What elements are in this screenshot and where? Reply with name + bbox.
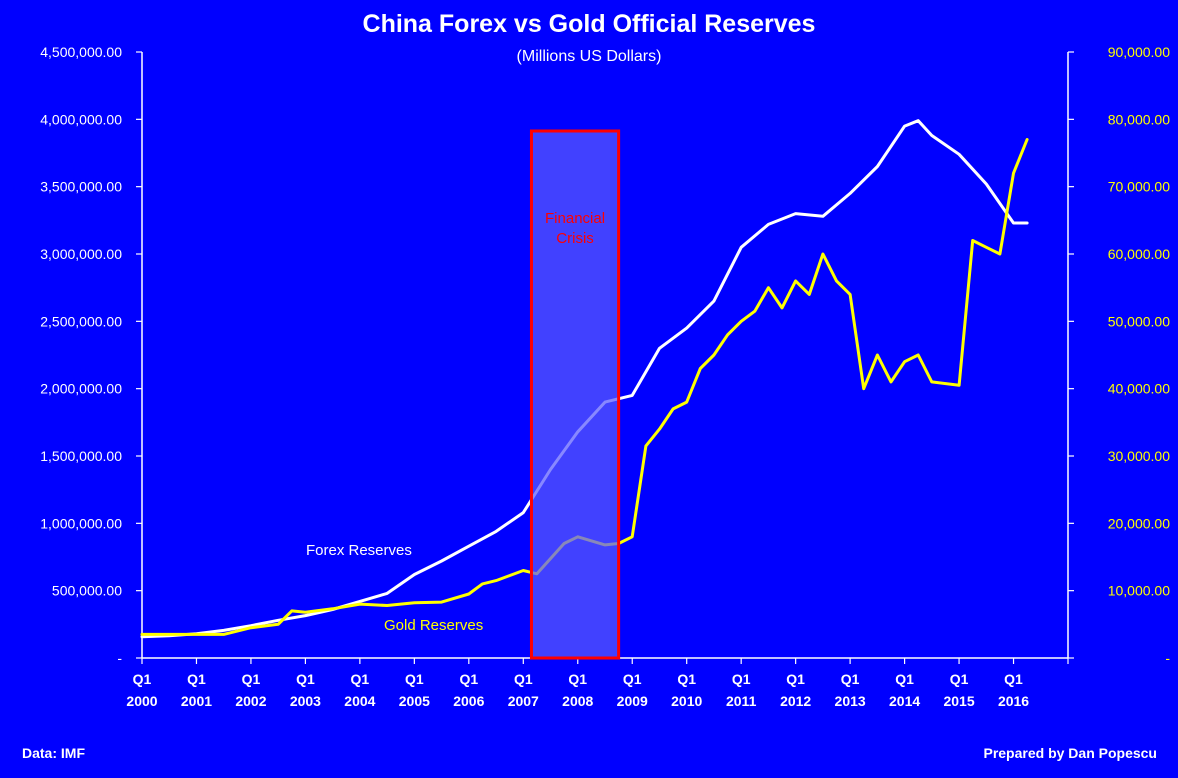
right-y-tick-label: 60,000.00 <box>1108 246 1170 262</box>
left-y-tick-label: 1,500,000.00 <box>40 448 122 464</box>
x-tick-label-year: 2014 <box>889 693 920 709</box>
x-tick-label-year: 2013 <box>835 693 866 709</box>
x-tick-label-quarter: Q1 <box>133 671 152 687</box>
x-tick-label-year: 2006 <box>453 693 484 709</box>
x-tick-label-year: 2002 <box>235 693 266 709</box>
chart-subtitle: (Millions US Dollars) <box>517 48 662 65</box>
x-tick-label-year: 2010 <box>671 693 702 709</box>
financial-crisis-label: Crisis <box>556 230 594 247</box>
x-tick-label-year: 2003 <box>290 693 321 709</box>
x-tick-label-quarter: Q1 <box>623 671 642 687</box>
left-y-tick-label: 2,000,000.00 <box>40 381 122 397</box>
x-tick-label-year: 2011 <box>726 693 757 709</box>
series-labels: Forex Reserves Gold Reserves <box>306 542 483 634</box>
gold-reserves-line <box>140 138 1029 636</box>
x-tick-label-quarter: Q1 <box>1004 671 1023 687</box>
right-y-tick-label: 10,000.00 <box>1108 583 1170 599</box>
left-y-tick-label: 500,000.00 <box>52 583 122 599</box>
right-y-tick-label: 20,000.00 <box>1108 515 1170 531</box>
left-y-tick-label: - <box>117 650 122 666</box>
x-tick-label-quarter: Q1 <box>677 671 696 687</box>
data-source: Data: IMF <box>22 745 85 761</box>
right-y-tick-label: 50,000.00 <box>1108 313 1170 329</box>
x-tick-label-year: 2015 <box>943 693 974 709</box>
right-y-tick-label: 40,000.00 <box>1108 381 1170 397</box>
right-y-tick-label: 70,000.00 <box>1108 179 1170 195</box>
forex-reserves-label: Forex Reserves <box>306 542 412 559</box>
x-tick-label-quarter: Q1 <box>405 671 424 687</box>
axes: - 500,000.00 1,000,000.00 1,500,000.00 2,000… <box>40 44 1170 709</box>
right-y-tick-label: 90,000.00 <box>1108 44 1170 60</box>
x-tick-label-quarter: Q1 <box>786 671 805 687</box>
x-tick-label-year: 2004 <box>344 693 375 709</box>
x-tick-label-quarter: Q1 <box>351 671 370 687</box>
x-tick-label-quarter: Q1 <box>459 671 478 687</box>
left-y-tick-label: 4,500,000.00 <box>40 44 122 60</box>
x-tick-label-quarter: Q1 <box>895 671 914 687</box>
x-tick-label-year: 2001 <box>181 693 212 709</box>
x-tick-label-year: 2008 <box>562 693 593 709</box>
right-y-tick-label: 30,000.00 <box>1108 448 1170 464</box>
left-y-tick-label: 2,500,000.00 <box>40 313 122 329</box>
financial-crisis-label: Financial <box>545 210 605 227</box>
x-tick-label-year: 2007 <box>508 693 539 709</box>
x-tick-label-quarter: Q1 <box>514 671 533 687</box>
left-y-tick-label: 3,000,000.00 <box>40 246 122 262</box>
financial-crisis-box <box>529 129 621 660</box>
x-tick-label-year: 2012 <box>780 693 811 709</box>
prepared-by: Prepared by Dan Popescu <box>983 745 1157 761</box>
x-tick-label-quarter: Q1 <box>296 671 315 687</box>
left-y-tick-label: 3,500,000.00 <box>40 179 122 195</box>
right-y-tick-label: 80,000.00 <box>1108 111 1170 127</box>
x-tick-label-quarter: Q1 <box>841 671 860 687</box>
x-tick-label-quarter: Q1 <box>568 671 587 687</box>
x-tick-label-year: 2016 <box>998 693 1029 709</box>
x-tick-label-quarter: Q1 <box>187 671 206 687</box>
chart-title: China Forex vs Gold Official Reserves <box>363 10 816 38</box>
x-tick-label-quarter: Q1 <box>242 671 261 687</box>
gold-reserves-label: Gold Reserves <box>384 617 483 634</box>
left-y-tick-label: 1,000,000.00 <box>40 515 122 531</box>
x-tick-label-quarter: Q1 <box>732 671 751 687</box>
x-tick-label-year: 2009 <box>617 693 648 709</box>
series-lines: Financial Crisis <box>140 119 1029 660</box>
x-tick-label-year: 2000 <box>126 693 157 709</box>
x-tick-label-quarter: Q1 <box>950 671 969 687</box>
right-y-tick-label: - <box>1165 650 1170 666</box>
x-tick-label-year: 2005 <box>399 693 430 709</box>
left-y-tick-label: 4,000,000.00 <box>40 111 122 127</box>
